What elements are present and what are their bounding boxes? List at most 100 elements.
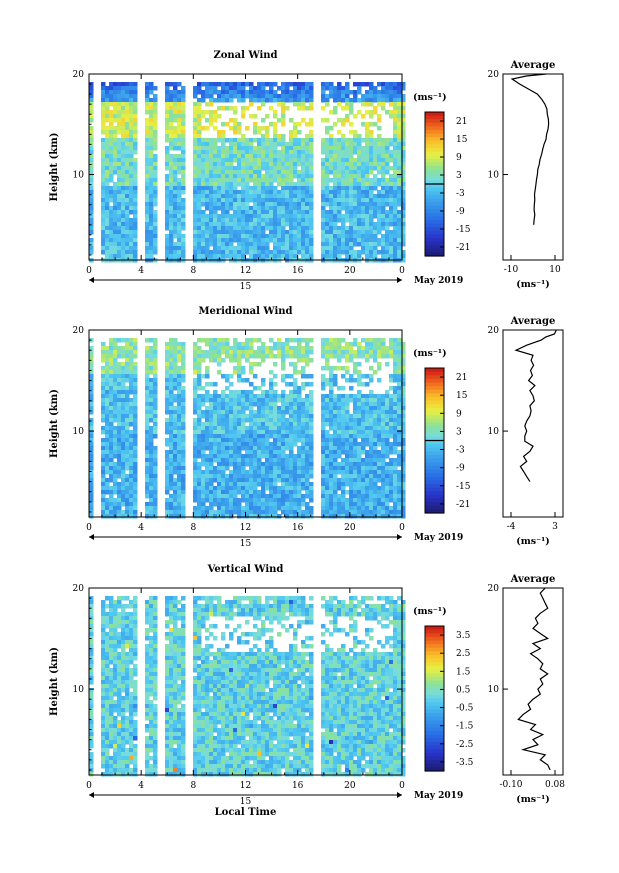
colorbar-segment: [425, 245, 444, 250]
colorbar-segment: [425, 205, 444, 210]
colorbar-segment: [425, 498, 444, 503]
colorbar-tick-label: -15: [456, 225, 471, 235]
colorbar-segment: [425, 202, 444, 207]
colorbar-segment: [425, 122, 444, 127]
colorbar-segment: [425, 767, 444, 772]
colorbar-segment: [425, 505, 444, 510]
colorbar-tick-label: 3.5: [456, 631, 471, 641]
colorbar-segment: [425, 386, 444, 391]
panel-2: Vertical Wind 0 4 8 12 16 20 0 20 10 Height (km) 15…: [49, 564, 565, 818]
colorbar-segment: [425, 738, 444, 743]
colorbar-segment: [425, 227, 444, 232]
colorbar-segment: [425, 480, 444, 485]
colorbar-segment: [425, 422, 444, 427]
heatmap: [89, 82, 406, 263]
x-tick-label: 12: [240, 781, 251, 791]
date-arrow-left: [89, 277, 94, 283]
y-tick-label: 20: [73, 584, 85, 594]
y-tick-label: 20: [73, 326, 85, 336]
colorbar-segment: [425, 230, 444, 235]
colorbar-segment: [425, 694, 444, 700]
colorbar-tick-label: 3: [456, 171, 462, 181]
colorbar-segment: [425, 465, 444, 471]
y-axis-label: Height (km): [49, 647, 60, 716]
colorbar-segment: [425, 440, 444, 445]
colorbar-segment: [425, 752, 444, 758]
colorbar-tick-label: 9: [456, 409, 462, 419]
colorbar-segment: [425, 491, 444, 496]
x-tick-label: 4: [138, 523, 144, 533]
colorbar-tick-label: 21: [456, 373, 467, 383]
x-tick-label: 16: [292, 266, 304, 276]
colorbar-segment: [425, 411, 444, 416]
average-title: Average: [510, 316, 556, 327]
colorbar-segment: [425, 169, 444, 174]
x-tick-label: 8: [190, 523, 196, 533]
colorbar-tick-label: -0.5: [456, 704, 474, 714]
colorbar-tick-label: -1.5: [456, 722, 474, 732]
colorbar-segment: [425, 209, 444, 214]
colorbar-segment: [425, 162, 444, 167]
colorbar-segment: [425, 455, 444, 460]
date-arrow-right: [397, 792, 402, 798]
colorbar-segment: [425, 626, 444, 631]
colorbar-segment: [425, 655, 444, 660]
colorbar-segment: [425, 415, 444, 420]
colorbar-segment: [425, 705, 444, 710]
colorbar-segment: [425, 234, 444, 239]
colorbar-segment: [425, 458, 444, 463]
x-tick-label: 0: [86, 781, 92, 791]
colorbar-segment: [425, 216, 444, 221]
date-arrow-right: [397, 277, 402, 283]
colorbar-segment: [425, 487, 444, 492]
colorbar-tick-label: -3: [456, 189, 465, 199]
colorbar-tick-label: -3: [456, 446, 465, 456]
average-x-tick-label: -4: [507, 522, 516, 532]
colorbar-segment: [425, 502, 444, 507]
average-x-tick-label: -10: [504, 265, 519, 275]
colorbar-segment: [425, 140, 444, 145]
date-day: 15: [240, 539, 252, 549]
colorbar-segment: [425, 647, 444, 652]
average-x-tick-label: 10: [549, 265, 561, 275]
x-tick-label: 20: [344, 266, 356, 276]
colorbar-segment: [425, 407, 444, 413]
date-arrow-right: [397, 534, 402, 540]
average-title: Average: [510, 60, 556, 71]
average-title: Average: [510, 574, 556, 585]
colorbar-segment: [425, 763, 444, 768]
colorbar-segment: [425, 119, 444, 124]
colorbar-segment: [425, 709, 444, 714]
x-tick-label: 12: [240, 266, 251, 276]
colorbar-segment: [425, 433, 444, 438]
y-tick-label: 10: [73, 427, 85, 437]
colorbar-segment: [425, 155, 444, 160]
colorbar-tick-label: 1.5: [456, 667, 471, 677]
colorbar-segment: [425, 248, 444, 253]
colorbar-segment: [425, 734, 444, 739]
x-tick-label: 0: [86, 523, 92, 533]
colorbar-segment: [425, 633, 444, 638]
colorbar-segment: [425, 173, 444, 178]
colorbar-segment: [425, 636, 444, 642]
colorbar-tick-label: 0.5: [456, 685, 471, 695]
colorbar-segment: [425, 665, 444, 671]
colorbar-segment: [425, 238, 444, 243]
date-day: 15: [240, 797, 252, 807]
colorbar-segment: [425, 447, 444, 452]
colorbar-segment: [425, 713, 444, 718]
colorbar-unit: (ms⁻¹): [413, 348, 447, 359]
colorbar-segment: [425, 673, 444, 678]
colorbar-segment: [425, 137, 444, 142]
colorbar-segment: [425, 112, 444, 117]
colorbar-segment: [425, 680, 444, 685]
colorbar-segment: [425, 184, 444, 189]
chart-title: Meridional Wind: [198, 306, 292, 317]
colorbar-segment: [425, 727, 444, 732]
colorbar-segment: [425, 176, 444, 181]
average-y-tick-label: 20: [488, 326, 500, 336]
colorbar-segment: [425, 115, 444, 120]
date-day: 15: [240, 282, 252, 292]
colorbar-segment: [425, 716, 444, 721]
